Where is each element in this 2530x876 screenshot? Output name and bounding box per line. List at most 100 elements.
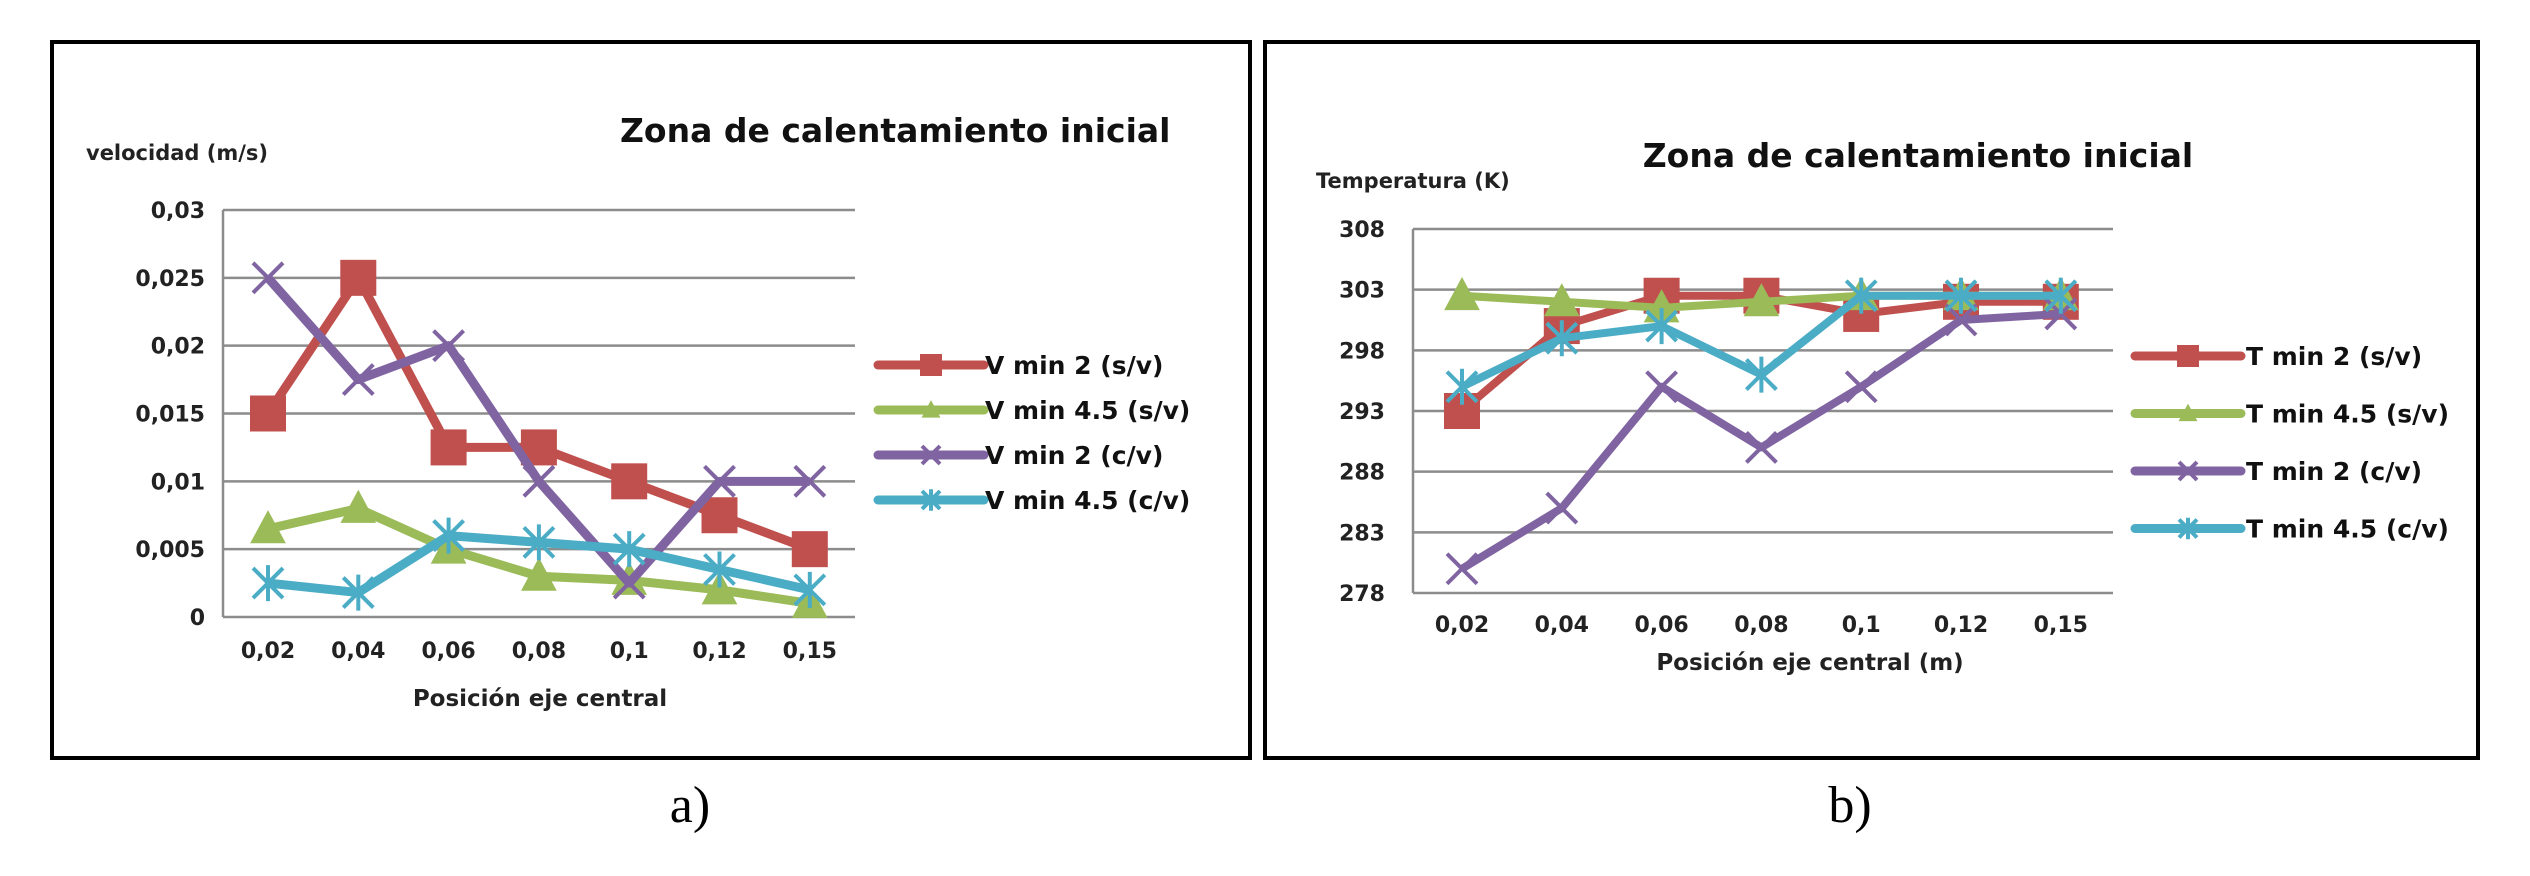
data-point-marker <box>522 524 556 561</box>
x-tick-label: 0,1 <box>1842 613 1881 638</box>
data-point-marker <box>1445 552 1479 586</box>
data-point-marker <box>251 261 285 295</box>
y-tick-label: 0,025 <box>135 267 205 292</box>
data-point-marker <box>250 510 286 544</box>
x-tick-label: 0,12 <box>1934 613 1988 638</box>
x-tick-label: 0,06 <box>421 639 475 664</box>
chart-b-series-2 <box>1445 297 2078 586</box>
x-tick-label: 0,15 <box>783 639 837 664</box>
data-point-marker <box>1543 283 1580 317</box>
chart-b-y-axis-label: Temperatura (K) <box>1316 169 1510 193</box>
chart-a-x-ticks: 0,02 0,04 0,06 0,08 0,1 0,12 0,15 <box>241 639 837 664</box>
data-point-marker <box>793 464 827 498</box>
data-point-marker <box>432 329 466 363</box>
x-tick-label: 0,02 <box>1435 613 1489 638</box>
data-point-marker <box>612 531 646 568</box>
y-tick-label: 0,01 <box>151 470 205 495</box>
data-point-marker <box>1844 370 1878 404</box>
x-tick-label: 0,06 <box>1634 613 1688 638</box>
data-point-marker <box>793 571 827 608</box>
y-tick-label: 0 <box>190 606 205 631</box>
chart-a-series-3 <box>251 517 827 611</box>
legend-label: V min 2 (s/v) <box>985 351 1163 380</box>
chart-panel-a: Zona de calentamiento inicial velocidad … <box>50 40 1252 760</box>
data-point-marker <box>1545 491 1579 525</box>
data-point-marker <box>340 489 377 523</box>
x-tick-label: 0,08 <box>512 639 566 664</box>
x-tick-label: 0,04 <box>1535 613 1589 638</box>
data-point-marker <box>1744 356 1778 393</box>
y-tick-label: 0,02 <box>151 335 205 360</box>
y-tick-label: 288 <box>1339 461 1385 486</box>
y-tick-label: 278 <box>1339 582 1385 607</box>
legend-item: V min 2 (s/v) <box>873 351 1163 380</box>
legend-item: T min 2 (c/v) <box>2130 457 2422 486</box>
chart-a-series <box>250 259 828 618</box>
data-point-marker <box>703 551 736 588</box>
data-point-marker <box>432 517 466 554</box>
x-tick-label: 0,15 <box>2034 613 2088 638</box>
legend-label: T min 2 (c/v) <box>2246 457 2422 486</box>
data-point-marker <box>522 464 556 498</box>
data-point-marker <box>1545 320 1579 357</box>
data-point-marker <box>1944 277 1978 314</box>
data-point-marker <box>701 571 738 605</box>
chart-a-x-axis-label: Posición eje central <box>413 686 667 712</box>
panel-a-caption: a) <box>670 777 710 834</box>
legend-marker-icon <box>2178 403 2198 422</box>
y-tick-label: 298 <box>1339 339 1385 364</box>
data-point-marker <box>340 259 377 296</box>
legend-marker-icon <box>920 354 942 376</box>
panel-b-caption: b) <box>1828 777 1871 834</box>
x-tick-label: 0,02 <box>241 639 295 664</box>
legend-label: V min 2 (c/v) <box>985 441 1163 470</box>
data-point-marker <box>430 429 467 466</box>
data-point-marker <box>521 557 557 591</box>
legend-marker-icon <box>2177 460 2199 482</box>
data-point-marker <box>1944 303 1978 337</box>
legend-marker-icon <box>920 489 942 511</box>
x-tick-label: 0,1 <box>610 639 649 664</box>
chart-b-y-ticks: 278 283 288 293 298 303 308 <box>1339 218 1385 607</box>
data-point-marker <box>611 463 648 500</box>
legend-label: T min 4.5 (c/v) <box>2246 515 2449 544</box>
legend-label: V min 4.5 (s/v) <box>985 396 1190 425</box>
chart-b-series-3 <box>1445 277 2078 405</box>
data-point-marker <box>1445 368 1479 405</box>
data-point-marker <box>1444 277 1480 311</box>
x-tick-label: 0,08 <box>1734 613 1788 638</box>
data-point-marker <box>1645 308 1679 345</box>
chart-a-series-1 <box>250 489 828 618</box>
data-point-marker <box>251 565 285 602</box>
chart-b-x-axis-label: Posición eje central (m) <box>1656 650 1963 676</box>
data-point-marker <box>341 574 375 611</box>
legend-item: V min 4.5 (c/v) <box>873 486 1190 515</box>
y-tick-label: 308 <box>1339 218 1385 243</box>
chart-b-legend: T min 2 (s/v) T min 4.5 (s/v) T min 2 (c/v… <box>2130 342 2449 544</box>
data-point-marker <box>703 464 736 498</box>
chart-b-title: Zona de calentamiento inicial <box>1643 136 2193 175</box>
data-point-marker <box>612 566 646 600</box>
legend-marker-icon <box>921 400 941 418</box>
data-point-marker <box>1643 289 1680 323</box>
data-point-marker <box>1844 277 1878 314</box>
legend-label: T min 4.5 (s/v) <box>2246 400 2449 429</box>
legend-marker-icon <box>920 444 942 466</box>
data-point-marker <box>701 497 738 534</box>
data-point-marker <box>1743 283 1780 317</box>
y-tick-label: 0,015 <box>135 403 205 428</box>
data-point-marker <box>1744 430 1778 464</box>
legend-item: T min 2 (s/v) <box>2130 342 2422 371</box>
legend-item: V min 4.5 (s/v) <box>873 396 1190 425</box>
y-tick-label: 293 <box>1339 400 1385 425</box>
x-tick-label: 0,12 <box>692 639 746 664</box>
chart-a-title: Zona de calentamiento inicial <box>620 111 1170 150</box>
chart-a-y-ticks: 0 0,005 0,01 0,015 0,02 0,025 0,03 <box>135 199 205 631</box>
data-point-marker <box>791 531 828 568</box>
legend-item: T min 4.5 (s/v) <box>2130 400 2449 429</box>
legend-item: T min 4.5 (c/v) <box>2130 515 2449 544</box>
chart-b-series <box>1444 277 2079 586</box>
legend-label: T min 2 (s/v) <box>2246 342 2422 371</box>
y-tick-label: 283 <box>1339 521 1385 546</box>
